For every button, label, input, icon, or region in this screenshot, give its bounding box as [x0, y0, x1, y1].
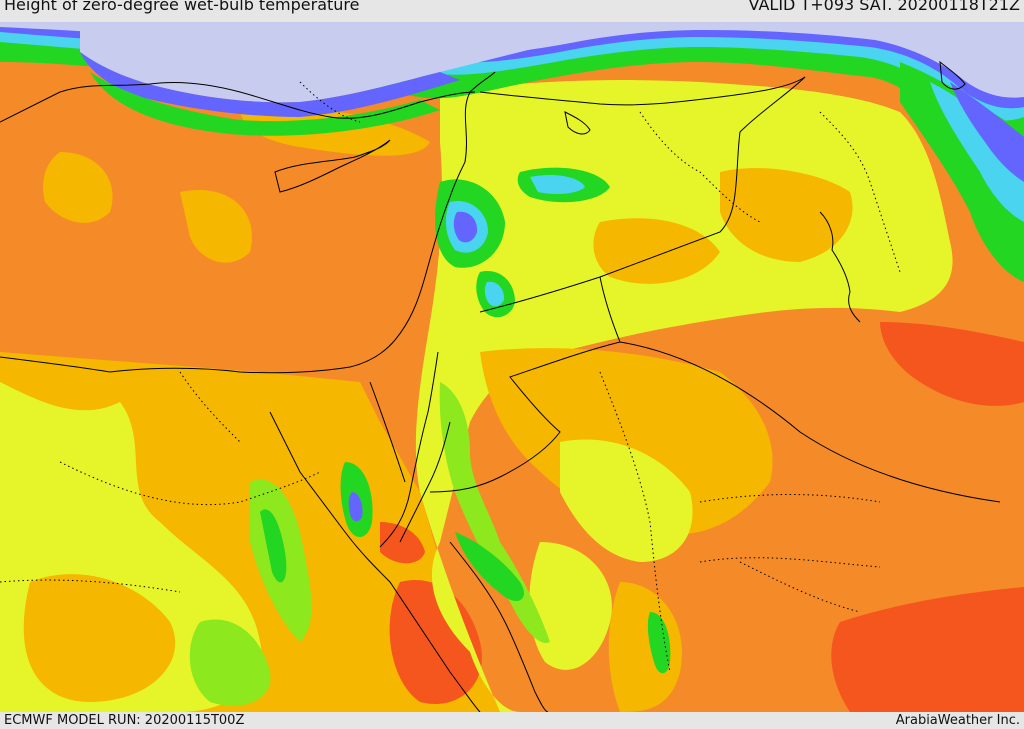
- dotted-egypt-2: [0, 579, 181, 593]
- red-zone-se: [831, 587, 1024, 712]
- model-run: ECMWF MODEL RUN: 20200115T00Z: [4, 713, 245, 728]
- amber-lobe-1: [43, 152, 113, 223]
- country-borders: [369, 76, 1001, 503]
- dotted-iraq-1: [819, 111, 901, 273]
- red-patch-sinai: [380, 522, 425, 564]
- coastline-turkey: [0, 81, 476, 123]
- coastline-redsea-east: [449, 541, 549, 712]
- cyan-patch-syria: [530, 175, 585, 195]
- border-syria-iraq: [479, 76, 806, 313]
- coastline-gulf: [819, 211, 851, 293]
- blue-zone-zagros: [950, 82, 1024, 182]
- border-egypt-israel: [369, 381, 406, 483]
- amber-zone-arabia: [480, 348, 773, 535]
- coastline-med: [0, 71, 496, 374]
- dotted-saudi-2: [699, 494, 881, 503]
- coastline-gulf-aqaba: [399, 421, 451, 543]
- map-canvas: [0, 22, 1024, 712]
- green-edge-blacksea: [90, 72, 440, 136]
- coastlines: [0, 60, 966, 712]
- cyan-zone-zagros: [930, 82, 1024, 222]
- coastline-redsea-west: [269, 411, 481, 712]
- border-turkey-syria: [479, 76, 806, 106]
- lake-van: [564, 111, 591, 135]
- border-iraq-saudi: [599, 276, 1001, 503]
- blue-core-sinai: [348, 492, 363, 522]
- footer-bar: ECMWF MODEL RUN: 20200115T00Z ArabiaWeat…: [0, 712, 1024, 729]
- yellow-patch-arabia: [560, 439, 693, 562]
- coastline-qatar: [848, 291, 861, 323]
- green-strip-hijaz: [439, 382, 550, 643]
- weather-map: [0, 22, 1024, 712]
- amber-patch-iraq: [720, 168, 853, 262]
- coastline-gulf-suez: [379, 351, 439, 548]
- green-core-hijaz: [455, 532, 525, 602]
- credit-text: ArabiaWeather Inc.: [895, 713, 1020, 728]
- valid-time: VALID T+093 SAT. 20200118T21Z: [748, 0, 1020, 14]
- amber-patch-south: [608, 582, 682, 712]
- dotted-saudi-1: [599, 371, 671, 673]
- orange-lobe: [0, 202, 249, 332]
- blue-edge-blacksea: [80, 52, 460, 117]
- red-zone-gulf: [880, 322, 1024, 406]
- amber-lobe-2: [180, 190, 252, 263]
- dotted-saudi-4: [739, 561, 861, 613]
- lake-urmia: [939, 60, 966, 90]
- header-bar: Height of zero-degree wet-bulb temperatu…: [0, 0, 1024, 22]
- dotted-syria-1: [639, 111, 761, 223]
- green-core-asir: [647, 612, 671, 674]
- amber-patch-sw: [23, 574, 176, 702]
- green-core-egypt: [260, 509, 287, 583]
- yellow-patch-hijaz: [529, 542, 612, 670]
- cold-zone-blacksea: [80, 22, 560, 103]
- dotted-saudi-3: [699, 557, 881, 568]
- cyan-core-jordan: [484, 281, 505, 307]
- map-title: Height of zero-degree wet-bulb temperatu…: [4, 0, 360, 14]
- region-borders: [0, 81, 901, 673]
- border-jordan-saudi: [429, 341, 621, 493]
- cyprus: [274, 139, 391, 193]
- blue-core-lebanon: [453, 211, 478, 243]
- green-patch-sw: [189, 619, 271, 706]
